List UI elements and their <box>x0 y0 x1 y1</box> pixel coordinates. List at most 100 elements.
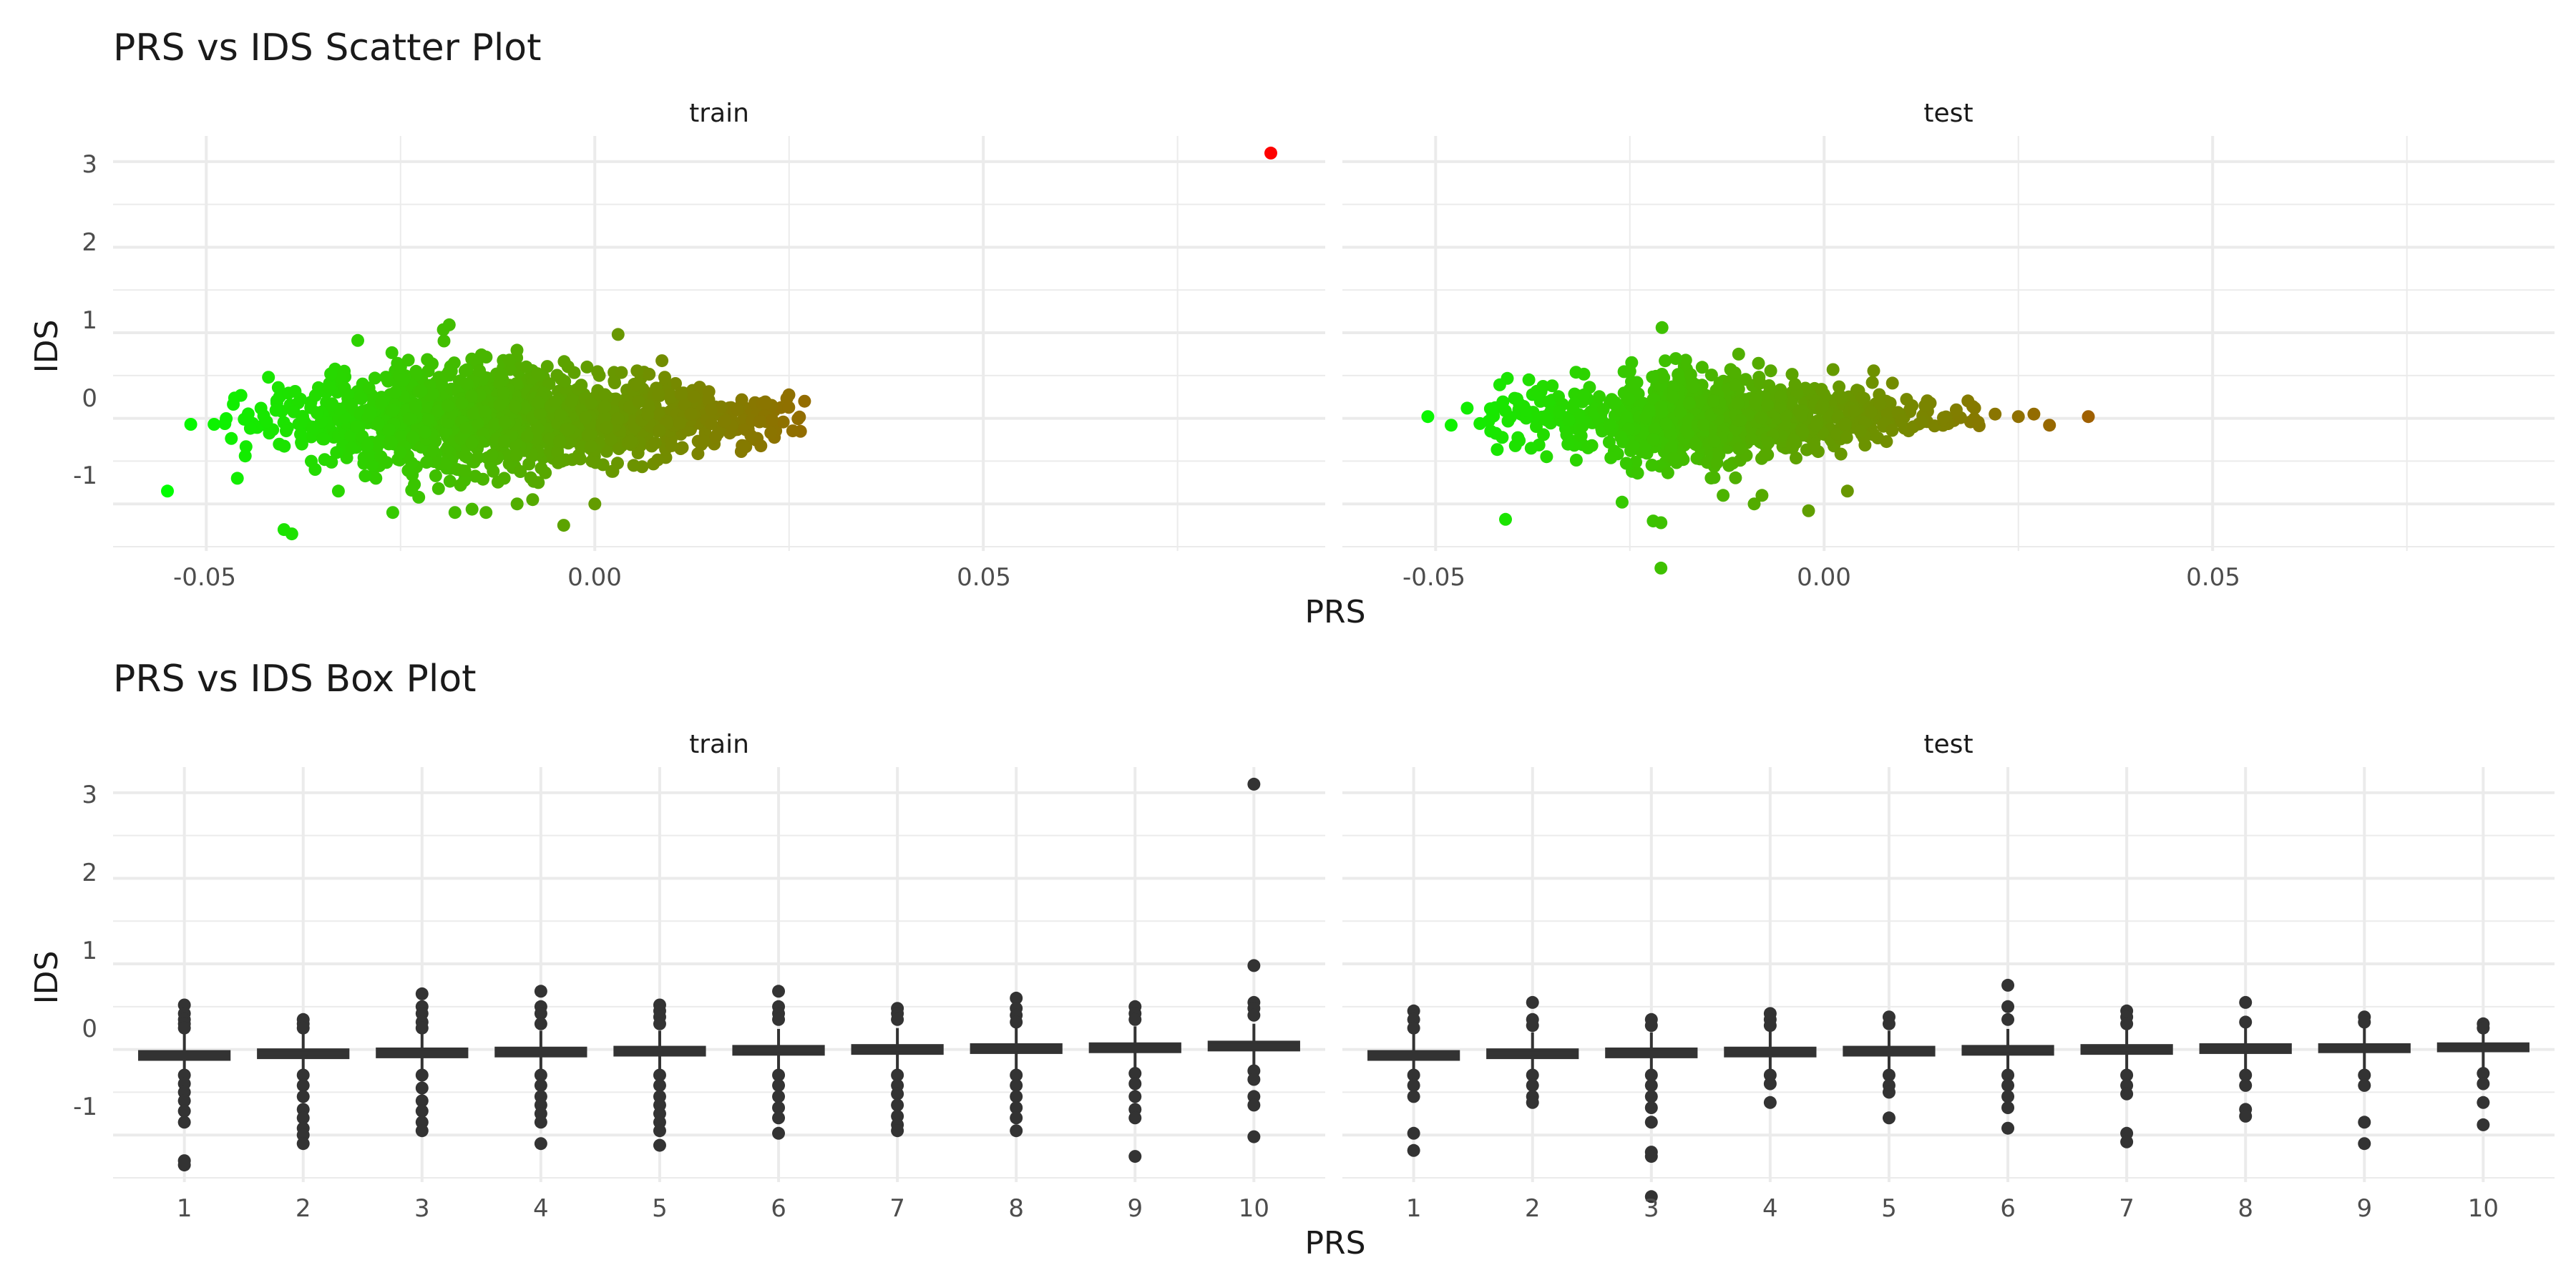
scatter-point <box>520 430 534 444</box>
scatter-point <box>431 482 445 495</box>
scatter-point <box>533 406 547 420</box>
scatter-point <box>702 385 716 399</box>
box-outlier <box>1407 1090 1420 1103</box>
box-y-tick: 2 <box>82 859 97 887</box>
scatter-point <box>565 395 578 409</box>
box-outlier <box>2358 1068 2371 1082</box>
scatter-point <box>1264 146 1277 160</box>
scatter-point <box>1496 431 1509 444</box>
box-outlier <box>1010 1101 1023 1114</box>
scatter-point <box>1864 406 1878 419</box>
box-outlier <box>2239 1109 2253 1123</box>
scatter-point <box>1496 395 1510 409</box>
scatter-point <box>426 444 440 457</box>
scatter-point <box>633 377 646 391</box>
scatter-point <box>469 469 482 483</box>
scatter-point <box>548 395 562 409</box>
scatter-point <box>263 426 276 440</box>
scatter-point <box>1540 450 1553 464</box>
scatter-point <box>691 447 705 461</box>
scatter-point <box>1802 504 1815 517</box>
scatter-point <box>1873 397 1887 411</box>
scatter-point <box>591 365 605 379</box>
scatter-point <box>1790 452 1802 465</box>
scatter-point <box>1622 392 1636 406</box>
box-outlier <box>2001 1000 2015 1013</box>
scatter-point <box>1729 379 1742 392</box>
scatter-point <box>1728 366 1742 380</box>
scatter-point <box>437 334 451 348</box>
box-x-tick: 2 <box>1525 1194 1541 1223</box>
scatter-point <box>1745 432 1758 446</box>
scatter-point <box>288 385 302 398</box>
scatter-point <box>1623 364 1636 378</box>
scatter-point <box>551 456 565 469</box>
scatter-point <box>1604 451 1618 464</box>
scatter-point <box>1581 441 1595 454</box>
box-facet-label-train: train <box>689 730 749 759</box>
box-outlier <box>1407 1068 1420 1082</box>
scatter-point <box>1614 430 1628 444</box>
scatter-point <box>294 427 307 441</box>
scatter-point <box>786 424 799 438</box>
scatter-point <box>1968 401 1981 415</box>
scatter-point <box>385 346 399 359</box>
box-outlier <box>534 1137 547 1151</box>
box-x-tick: 7 <box>2119 1194 2135 1223</box>
box-x-tick: 4 <box>533 1194 549 1223</box>
scatter-point <box>1692 395 1706 409</box>
box-x-tick: 3 <box>1644 1194 1659 1223</box>
box-panel-train <box>113 767 1325 1182</box>
scatter-point <box>420 456 434 469</box>
scatter-point <box>776 415 790 429</box>
scatter-point <box>1710 456 1724 469</box>
scatter-point <box>479 506 493 519</box>
scatter-point <box>1682 426 1695 440</box>
scatter-point <box>1689 438 1702 451</box>
scatter-point <box>627 459 640 472</box>
scatter-point <box>1608 396 1621 410</box>
scatter-y-tick: 2 <box>82 228 97 257</box>
scatter-point <box>1895 413 1908 426</box>
scatter-point <box>1761 448 1775 462</box>
scatter-point <box>1566 401 1580 415</box>
scatter-point <box>782 388 796 401</box>
box-outlier <box>2239 1068 2253 1082</box>
scatter-point <box>615 366 628 379</box>
scatter-point <box>429 469 442 482</box>
scatter-point <box>1646 370 1659 384</box>
box-outlier <box>2120 1068 2134 1082</box>
box-outlier <box>1247 1008 1261 1022</box>
scatter-point <box>495 368 508 381</box>
scatter-y-tick: -1 <box>73 462 97 490</box>
box-x-tick: 4 <box>1762 1194 1778 1223</box>
scatter-point <box>323 381 336 394</box>
scatter-point <box>459 449 472 463</box>
scatter-x-tick-train: -0.05 <box>173 563 236 592</box>
box-outlier <box>772 985 786 998</box>
box-outlier <box>1763 1096 1777 1109</box>
scatter-point <box>604 433 618 447</box>
box-outlier <box>2120 1135 2134 1148</box>
box-outlier <box>534 1116 547 1129</box>
scatter-point <box>362 381 376 395</box>
box-outlier <box>534 985 547 998</box>
scatter-point <box>1762 379 1776 392</box>
scatter-point <box>1865 376 1879 389</box>
scatter-point <box>1596 403 1610 416</box>
box-outlier <box>1247 959 1261 972</box>
scatter-point <box>358 469 372 483</box>
box-x-ticks-train: 1 2 3 4 5 6 7 8 9 10 <box>177 1194 1269 1223</box>
box-outlier <box>653 1124 666 1138</box>
scatter-point <box>1626 439 1640 453</box>
box-outlier <box>772 1078 786 1092</box>
box-x-tick: 2 <box>296 1194 311 1223</box>
scatter-point <box>535 462 548 475</box>
box-outlier <box>2358 1116 2371 1129</box>
scatter-point <box>454 479 467 492</box>
scatter-point <box>1787 433 1800 447</box>
scatter-point <box>798 394 811 408</box>
scatter-point <box>1524 441 1538 455</box>
scatter-point <box>642 399 655 412</box>
